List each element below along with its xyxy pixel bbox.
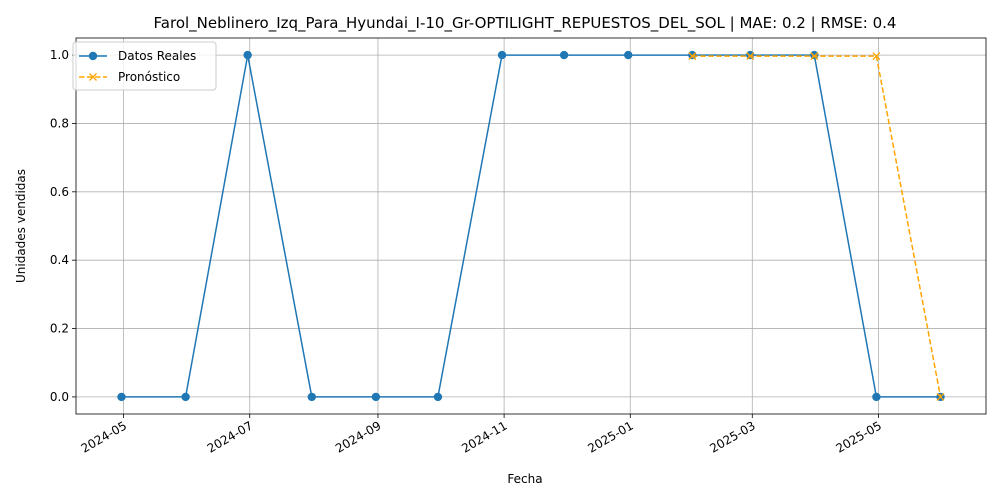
legend: Datos Reales Pronóstico: [72, 41, 217, 91]
legend-label-forecast: Pronóstico: [118, 70, 180, 84]
actual-data-point: [243, 50, 252, 60]
y-tick-label: 0.8: [50, 116, 69, 130]
x-tick-label: 2024-11: [459, 418, 509, 455]
forecast-data-point: [936, 392, 945, 401]
actual-data-point: [559, 50, 569, 60]
y-tick-label: 0.2: [50, 322, 69, 336]
y-tick-label: 0.0: [50, 390, 69, 404]
actual-data-point: [624, 50, 633, 60]
legend-marker-forecast: [89, 73, 97, 81]
forecast-series-line: [692, 55, 942, 398]
actual-data-point: [497, 50, 507, 60]
legend-marker-actual: [88, 51, 98, 61]
actual-data-point: [872, 392, 881, 402]
actual-data-point: [181, 392, 190, 402]
actual-data-point: [746, 50, 755, 60]
actual-data-point: [117, 392, 126, 402]
y-axis-label: Unidades vendidas: [14, 169, 28, 283]
actual-data-point: [307, 392, 316, 402]
series-layer: [117, 50, 945, 402]
actual-data-point: [810, 50, 819, 60]
actual-data-point: [433, 392, 443, 402]
y-tick-label: 0.4: [50, 253, 69, 267]
x-tick-label: 2024-07: [205, 418, 255, 455]
x-axis-label: Fecha: [507, 472, 542, 486]
x-tick-label: 2025-03: [707, 418, 757, 455]
plot-frame: [75, 37, 987, 415]
actual-data-point: [371, 392, 381, 402]
forecast-data-point: [872, 52, 881, 61]
legend-label-actual: Datos Reales: [118, 49, 196, 63]
legend-box: [72, 41, 217, 91]
actual-series-line: [121, 54, 941, 398]
y-tick-label: 1.0: [50, 48, 69, 62]
grid-lines: [76, 38, 986, 414]
x-tick-label: 2025-05: [834, 418, 884, 455]
forecast-data-point: [746, 52, 755, 61]
forecast-data-point: [688, 52, 697, 61]
x-tick-label: 2024-05: [79, 418, 129, 455]
chart-title: Farol_Neblinero_Izq_Para_Hyundai_I-10_Gr…: [154, 14, 897, 33]
y-axis-ticks: 0.0 0.2 0.4 0.6 0.8 1.0: [50, 48, 76, 404]
x-axis-ticks: 2024-05 2024-07 2024-09 2024-11 2025-01 2025-…: [79, 414, 884, 456]
x-tick-label: 2024-09: [333, 418, 383, 455]
y-tick-label: 0.6: [50, 185, 69, 199]
forecast-data-point: [810, 52, 819, 61]
actual-data-point: [688, 50, 697, 60]
x-tick-label: 2025-01: [585, 418, 635, 455]
